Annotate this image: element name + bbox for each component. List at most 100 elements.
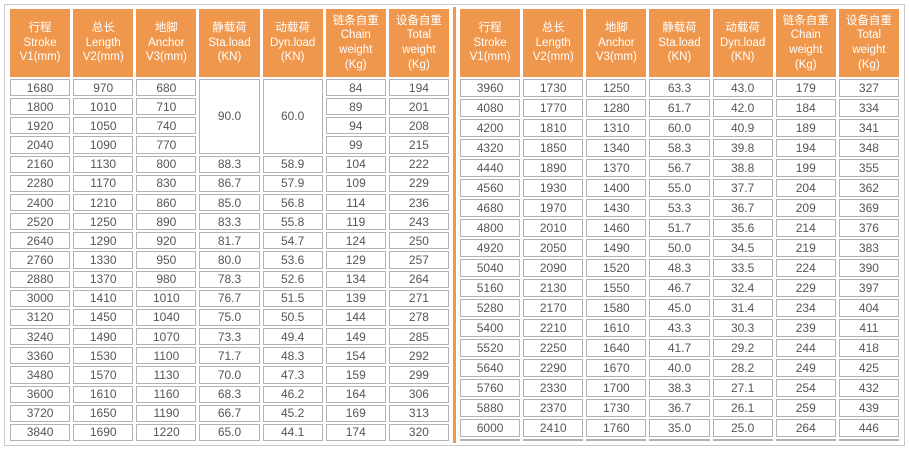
table-cell-length: 1170 — [73, 174, 134, 192]
table-cell-chain-weight: 224 — [775, 258, 836, 277]
table-cell-length: 1410 — [73, 289, 134, 307]
table-cell-dyn-load: 48.3 — [262, 347, 323, 365]
table-cell-chain-weight: 239 — [775, 318, 836, 337]
table-row: 3600 1610 1160 68.3 46.2 164 306 — [10, 385, 449, 403]
table-cell-chain-weight: 219 — [775, 238, 836, 257]
table-cell-anchor: 1220 — [136, 423, 197, 441]
table-cell-stroke: 2880 — [10, 270, 71, 288]
table-cell-dyn-load: 30.3 — [712, 318, 773, 337]
table-cell-length: 1850 — [523, 138, 584, 157]
table-cell-chain-weight: 204 — [775, 178, 836, 197]
table-cell-length: 1930 — [523, 178, 584, 197]
table-cell-total-weight: 250 — [388, 232, 449, 250]
table-cell-length: 1730 — [523, 79, 584, 97]
table-row: 4920 2050 1490 50.0 34.5 219 383 — [460, 238, 899, 257]
table-cell-sta-load: 90.0 — [199, 79, 260, 154]
table-cell-anchor: 770 — [136, 136, 197, 154]
table-cell-length: 1090 — [73, 136, 134, 154]
table-cell-dyn-load: 60.0 — [262, 79, 323, 154]
table-cell-stroke: 3960 — [460, 79, 521, 97]
table-cell-anchor: 860 — [136, 193, 197, 212]
table-cell-total-weight: 327 — [838, 79, 899, 97]
table-cell-sta-load: 58.3 — [649, 138, 710, 157]
table-row: 3720 1650 1190 66.7 45.2 169 313 — [10, 404, 449, 422]
table-cell-sta-load: 55.0 — [649, 178, 710, 197]
table-row: 5520 2250 1640 41.7 29.2 244 418 — [460, 338, 899, 357]
spec-table-frame: 行程 Stroke V1(mm) 总长 Length V2(mm) 地脚 Ancho… — [4, 4, 905, 446]
table-cell-length: 1970 — [523, 198, 584, 217]
table-cell-length: 2410 — [523, 418, 584, 437]
table-cell-length: 1490 — [73, 328, 134, 346]
table-cell-chain-weight: 114 — [325, 193, 386, 212]
table-cell-chain-weight: 199 — [775, 158, 836, 177]
column-header-length: 总长 Length V2(mm) — [523, 9, 584, 77]
table-cell-length: 970 — [73, 79, 134, 97]
table-cell-anchor: 1340 — [586, 138, 647, 157]
table-row: 5400 2210 1610 43.3 30.3 239 411 — [460, 318, 899, 337]
table-cell-anchor: 1580 — [586, 298, 647, 317]
table-cell-chain-weight: 194 — [775, 138, 836, 157]
table-cell-anchor: 1310 — [586, 118, 647, 137]
table-cell-stroke: 4920 — [460, 238, 521, 257]
table-row: 5760 2330 1700 38.3 27.1 254 432 — [460, 378, 899, 397]
table-cell-stroke: 2280 — [10, 174, 71, 192]
table-cell-dyn-load: 53.6 — [262, 251, 323, 269]
table-cell-anchor: 1100 — [136, 347, 197, 365]
table-row: 3000 1410 1010 76.7 51.5 139 271 — [10, 289, 449, 307]
table-row: 1800 1010 710 89 201 — [10, 98, 449, 116]
table-cell-total-weight: 418 — [838, 338, 899, 357]
table-cell-total-weight: 306 — [388, 385, 449, 403]
table-cell-sta-load: 83.3 — [199, 213, 260, 231]
table-cell-dyn-load: 31.4 — [712, 298, 773, 317]
table-cell-total-weight: 390 — [838, 258, 899, 277]
table-cell-sta-load: 73.3 — [199, 328, 260, 346]
table-cell-stroke: 5400 — [460, 318, 521, 337]
table-cell-total-weight: 397 — [838, 278, 899, 297]
table-cell-chain-weight: 174 — [325, 423, 386, 441]
table-cell-stroke: 3120 — [10, 308, 71, 327]
table-cell-total-weight: 236 — [388, 193, 449, 212]
table-row: 4200 1810 1310 60.0 40.9 189 341 — [460, 118, 899, 137]
table-row: 4080 1770 1280 61.7 42.0 184 334 — [460, 98, 899, 117]
table-cell-anchor: 710 — [136, 98, 197, 116]
table-cell-anchor: 1610 — [586, 318, 647, 337]
table-cell-dyn-load: 35.6 — [712, 218, 773, 237]
table-row: 5280 2170 1580 45.0 31.4 234 404 — [460, 298, 899, 317]
table-cell-length: 2170 — [523, 298, 584, 317]
spec-table-right: 行程 Stroke V1(mm) 总长 Length V2(mm) 地脚 Ancho… — [457, 7, 902, 443]
table-cell-sta-load: 43.3 — [649, 318, 710, 337]
table-cell-sta-load: 68.3 — [199, 385, 260, 403]
table-cell-length: 1370 — [73, 270, 134, 288]
table-cell-sta-load: 61.7 — [649, 98, 710, 117]
table-row: 1680 970 680 90.0 60.0 84 194 — [10, 79, 449, 154]
table-cell-chain-weight: 254 — [775, 378, 836, 397]
table-cell-anchor: 1280 — [586, 98, 647, 117]
table-cell-length: 1010 — [73, 98, 134, 116]
table-cell-total-weight: 362 — [838, 178, 899, 197]
column-header-sta-load: 静载荷 Sta.load (KN) — [199, 9, 260, 77]
table-cell-chain-weight: 129 — [325, 251, 386, 269]
table-cell-sta-load: 41.7 — [649, 338, 710, 357]
table-row: 3120 1450 1040 75.0 50.5 144 278 — [10, 308, 449, 327]
table-cell-dyn-load: 36.7 — [712, 198, 773, 217]
table-cell-chain-weight: 124 — [325, 232, 386, 250]
table-cell-anchor: 1700 — [586, 378, 647, 397]
table-cell-total-weight — [838, 438, 899, 441]
table-cell-anchor: 1400 — [586, 178, 647, 197]
table-cell-anchor: 920 — [136, 232, 197, 250]
table-cell-anchor: 1520 — [586, 258, 647, 277]
table-cell-total-weight: 320 — [388, 423, 449, 441]
table-cell-total-weight: 278 — [388, 308, 449, 327]
table-cell-chain-weight: 149 — [325, 328, 386, 346]
table-cell-anchor: 1670 — [586, 358, 647, 377]
table-cell-dyn-load: 27.1 — [712, 378, 773, 397]
table-cell-chain-weight: 234 — [775, 298, 836, 317]
table-cell-anchor: 1550 — [586, 278, 647, 297]
column-header-dyn-load: 动载荷 Dyn.load (KN) — [262, 9, 323, 77]
table-cell-total-weight: 411 — [838, 318, 899, 337]
table-cell-sta-load: 51.7 — [649, 218, 710, 237]
spec-table-left: 行程 Stroke V1(mm) 总长 Length V2(mm) 地脚 Ancho… — [7, 7, 452, 443]
table-cell-length: 1770 — [523, 98, 584, 117]
table-cell-dyn-load: 39.8 — [712, 138, 773, 157]
table-cell-stroke: 3600 — [10, 385, 71, 403]
